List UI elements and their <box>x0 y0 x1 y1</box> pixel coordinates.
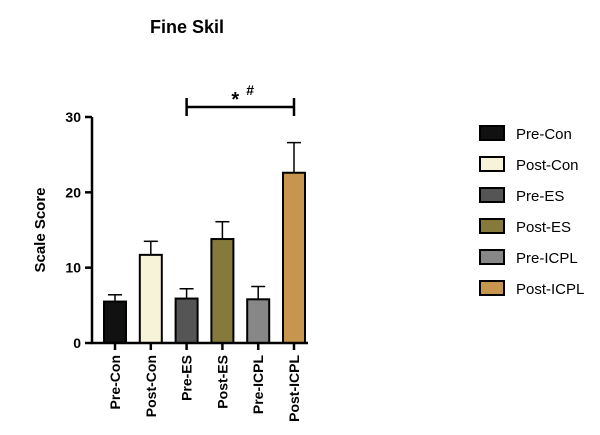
bar <box>282 171 306 344</box>
legend-swatch <box>479 249 505 265</box>
bar <box>210 238 235 344</box>
x-tick-label: Post-ES <box>214 355 230 409</box>
legend-swatch <box>479 125 505 141</box>
legend-item: Pre-ES <box>479 187 564 205</box>
y-tick-label: 0 <box>73 335 81 351</box>
legend-label: Pre-ES <box>516 188 564 205</box>
y-tick-label: 30 <box>65 109 81 125</box>
y-tick-label: 20 <box>65 184 81 200</box>
x-tick-label: Post-ICPL <box>286 355 302 422</box>
legend-item: Pre-Con <box>479 125 572 143</box>
legend-item: Post-ES <box>479 218 571 236</box>
legend-label: Pre-ICPL <box>516 250 578 267</box>
x-tick-label: Pre-Con <box>107 355 123 409</box>
legend-item: Post-ICPL <box>479 280 584 298</box>
bar <box>103 300 127 345</box>
legend-swatch <box>479 156 505 172</box>
x-tick-label: Pre-ES <box>179 355 195 401</box>
y-tick-label: 10 <box>65 260 81 276</box>
x-tick-label: Pre-ICPL <box>250 355 266 415</box>
bar <box>174 297 199 345</box>
significance-marker-superscript: # <box>246 82 254 98</box>
legend: Pre-Con Post-Con Pre-ES Post-ES Pre-ICPL Post… <box>479 125 584 298</box>
legend-swatch <box>479 218 505 234</box>
legend-label: Pre-Con <box>516 126 572 143</box>
legend-label: Post-Con <box>516 157 579 174</box>
bar <box>138 253 163 344</box>
y-axis-label: Scale Score <box>32 187 49 272</box>
chart-title: Fine Skil <box>150 17 224 37</box>
legend-swatch <box>479 187 505 203</box>
legend-item: Post-Con <box>479 156 579 174</box>
plot-area: 0 10 20 30 Pre-Con Post-Con Pre-ES Post-ES Pre-I… <box>65 82 308 422</box>
legend-swatch <box>479 280 505 296</box>
bar <box>246 298 271 345</box>
significance-marker: * <box>231 89 239 111</box>
legend-label: Post-ICPL <box>516 281 584 298</box>
x-tick-label: Post-Con <box>143 355 159 417</box>
legend-label: Post-ES <box>516 219 571 236</box>
legend-item: Pre-ICPL <box>479 249 578 267</box>
